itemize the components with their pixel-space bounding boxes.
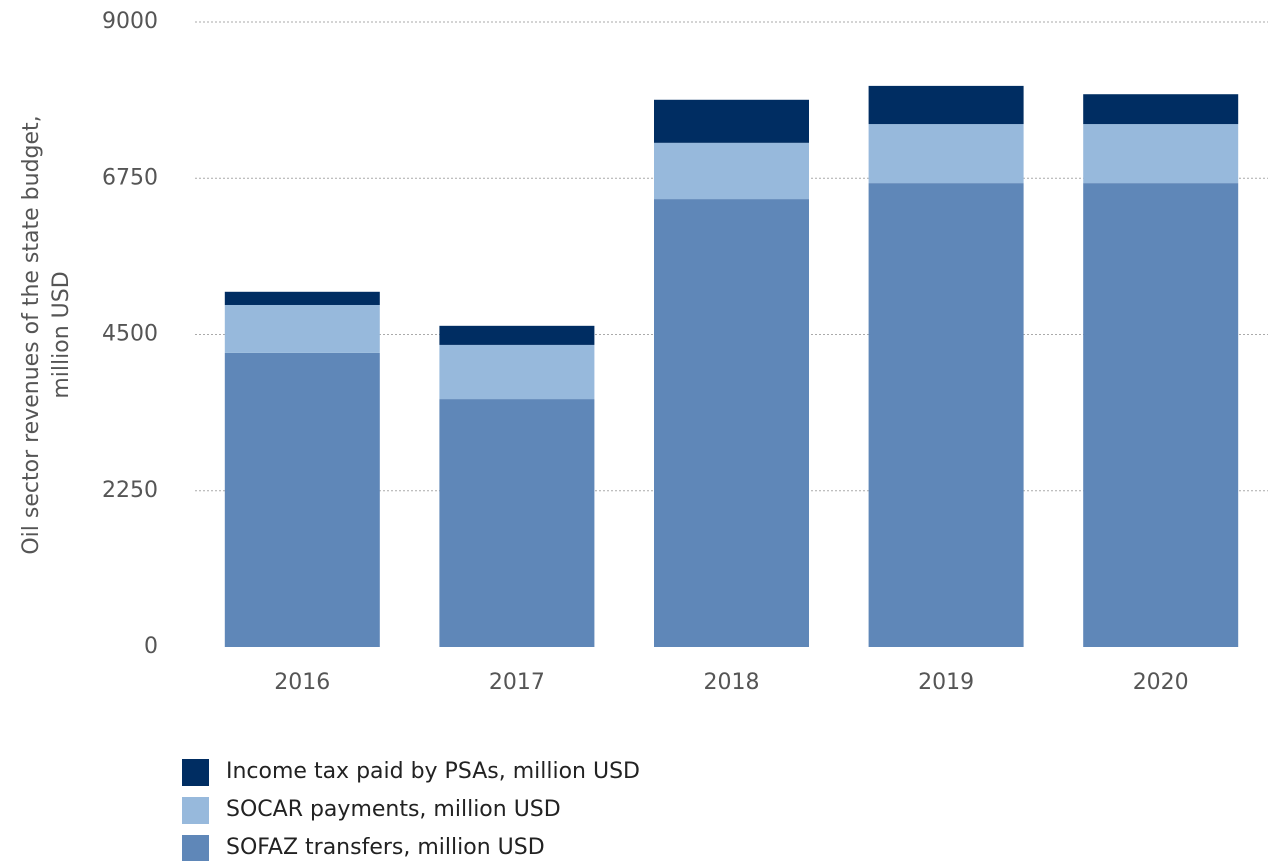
bar-segment (1083, 183, 1239, 647)
legend-swatch (182, 835, 209, 861)
y-tick-label: 6750 (102, 165, 158, 190)
bar-segment (868, 183, 1024, 647)
bar-segment (439, 399, 595, 647)
legend-label: SOCAR payments, million USD (226, 797, 561, 822)
bar-segment (868, 85, 1024, 125)
y-tick-label: 0 (144, 634, 158, 659)
bar-segment (654, 99, 809, 143)
x-tick-label: 2018 (704, 670, 760, 695)
legend-swatch (182, 759, 209, 786)
bar-segment (439, 325, 595, 345)
y-tick-label: 9000 (102, 9, 158, 34)
bar-segment (868, 124, 1024, 184)
bar-segment (1083, 94, 1239, 125)
x-tick-label: 2017 (489, 670, 545, 695)
bar-segment (439, 344, 595, 400)
bar-segment (224, 352, 380, 647)
x-tick-label: 2019 (918, 670, 974, 695)
bar-segment (654, 142, 809, 200)
y-axis-label: Oil sector revenues of the state budget, (19, 115, 44, 554)
legend-label: SOFAZ transfers, million USD (226, 835, 545, 860)
bar-segment (1083, 124, 1239, 184)
legend-label: Income tax paid by PSAs, million USD (226, 759, 640, 784)
x-tick-label: 2020 (1133, 670, 1189, 695)
bar-segment (224, 291, 380, 305)
legend-swatch (182, 797, 209, 824)
y-tick-label: 2250 (102, 478, 158, 503)
x-tick-label: 2016 (274, 670, 330, 695)
bar-segment (654, 199, 809, 648)
y-tick-label: 4500 (102, 322, 158, 347)
bar-segment (224, 304, 380, 353)
y-axis-label: million USD (49, 271, 74, 398)
